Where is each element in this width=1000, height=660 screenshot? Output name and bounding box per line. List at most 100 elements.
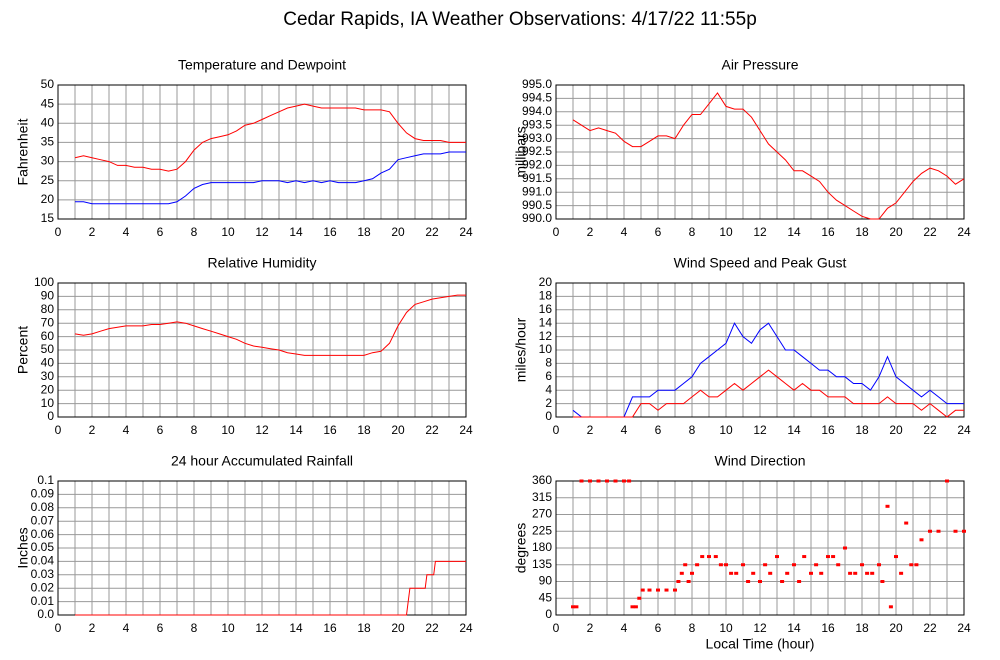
chart-title: 24 hour Accumulated Rainfall [171,453,353,469]
x-tick-label: 0 [55,621,62,635]
y-tick-label: 0 [545,607,552,621]
data-point [627,479,632,483]
data-point [870,571,875,575]
y-tick-label: 0.1 [37,473,54,487]
y-tick-label: 0 [545,409,552,423]
data-point [588,479,592,483]
y-tick-label: 994.0 [522,104,552,118]
x-tick-label: 6 [655,423,662,437]
data-line [75,151,466,205]
y-tick-label: 25 [41,173,55,187]
x-tick-label: 0 [55,423,62,437]
y-tick-label: 992.0 [522,158,552,172]
data-point [741,563,745,567]
y-axis-label: Fahrenheit [15,118,31,185]
y-tick-label: 50 [41,342,55,356]
x-tick-label: 16 [323,423,337,437]
x-tick-label: 16 [821,423,835,437]
chart-title: Relative Humidity [208,255,317,271]
x-tick-label: 4 [123,423,130,437]
x-tick-label: 0 [553,621,560,635]
x-tick-label: 22 [923,423,937,437]
data-point [622,479,626,483]
data-point [613,479,618,483]
x-tick-label: 12 [753,423,767,437]
x-tick-label: 8 [689,621,696,635]
y-tick-label: 10 [41,396,55,410]
x-tick-label: 4 [123,225,130,239]
data-point [707,555,711,559]
x-tick-label: 22 [923,621,937,635]
x-tick-label: 2 [89,225,96,239]
data-point [751,571,756,575]
data-point [746,580,751,583]
x-tick-label: 2 [587,225,594,239]
data-point [885,504,890,508]
x-tick-label: 14 [289,225,303,239]
x-tick-label: 10 [221,225,235,239]
y-tick-label: 10 [539,342,553,356]
y-tick-label: 315 [532,490,552,504]
data-point [690,571,694,575]
data-point [729,571,734,575]
x-tick-label: 2 [89,621,96,635]
data-point [579,479,584,483]
data-point [797,580,802,583]
data-line [573,369,964,418]
y-axis-label: degrees [513,523,529,574]
data-point [700,555,705,559]
y-axis-label: miles/hour [513,317,529,382]
data-point [945,479,949,483]
y-tick-label: 50 [41,77,55,91]
plot-frame [555,480,965,616]
data-point [888,605,893,609]
y-tick-label: 80 [41,302,55,316]
data-point [571,605,575,609]
data-line [74,294,466,356]
y-tick-label: 40 [41,115,55,129]
data-point [953,529,958,533]
x-tick-label: 10 [719,621,733,635]
y-tick-label: 6 [545,369,552,383]
y-tick-label: 0.03 [31,567,55,581]
data-point [683,563,688,567]
x-tick-label: 12 [753,621,767,635]
y-tick-label: 15 [41,211,55,225]
x-tick-label: 16 [821,225,835,239]
x-tick-label: 24 [957,225,971,239]
x-tick-label: 16 [821,621,835,635]
y-tick-label: 270 [532,507,552,521]
data-point [633,605,638,609]
y-axis-label: millibars [513,126,529,177]
y-tick-label: 990.5 [522,198,552,212]
plot-frame [555,84,965,220]
x-tick-label: 6 [157,423,164,437]
data-point [865,571,870,575]
data-point [880,580,885,583]
y-tick-label: 992.5 [522,144,552,158]
x-tick-label: 22 [425,621,439,635]
data-point [686,580,691,583]
data-point [664,588,669,592]
data-point [792,563,796,567]
x-axis-label: Local Time (hour) [706,636,815,652]
y-tick-label: 18 [539,289,553,303]
data-point [780,580,785,583]
x-tick-label: 22 [425,423,439,437]
y-tick-label: 2 [545,396,552,410]
y-tick-label: 35 [41,135,55,149]
x-tick-label: 10 [719,423,733,437]
x-tick-label: 6 [157,621,164,635]
chart-title: Temperature and Dewpoint [178,57,346,73]
x-tick-label: 2 [587,621,594,635]
x-tick-label: 8 [689,225,696,239]
x-tick-label: 4 [621,423,628,437]
y-tick-label: 40 [41,356,55,370]
data-point [713,555,718,559]
data-line [572,92,965,220]
y-tick-label: 993.0 [522,131,552,145]
y-tick-label: 20 [41,192,55,206]
data-point [909,563,914,567]
x-tick-label: 24 [459,423,473,437]
